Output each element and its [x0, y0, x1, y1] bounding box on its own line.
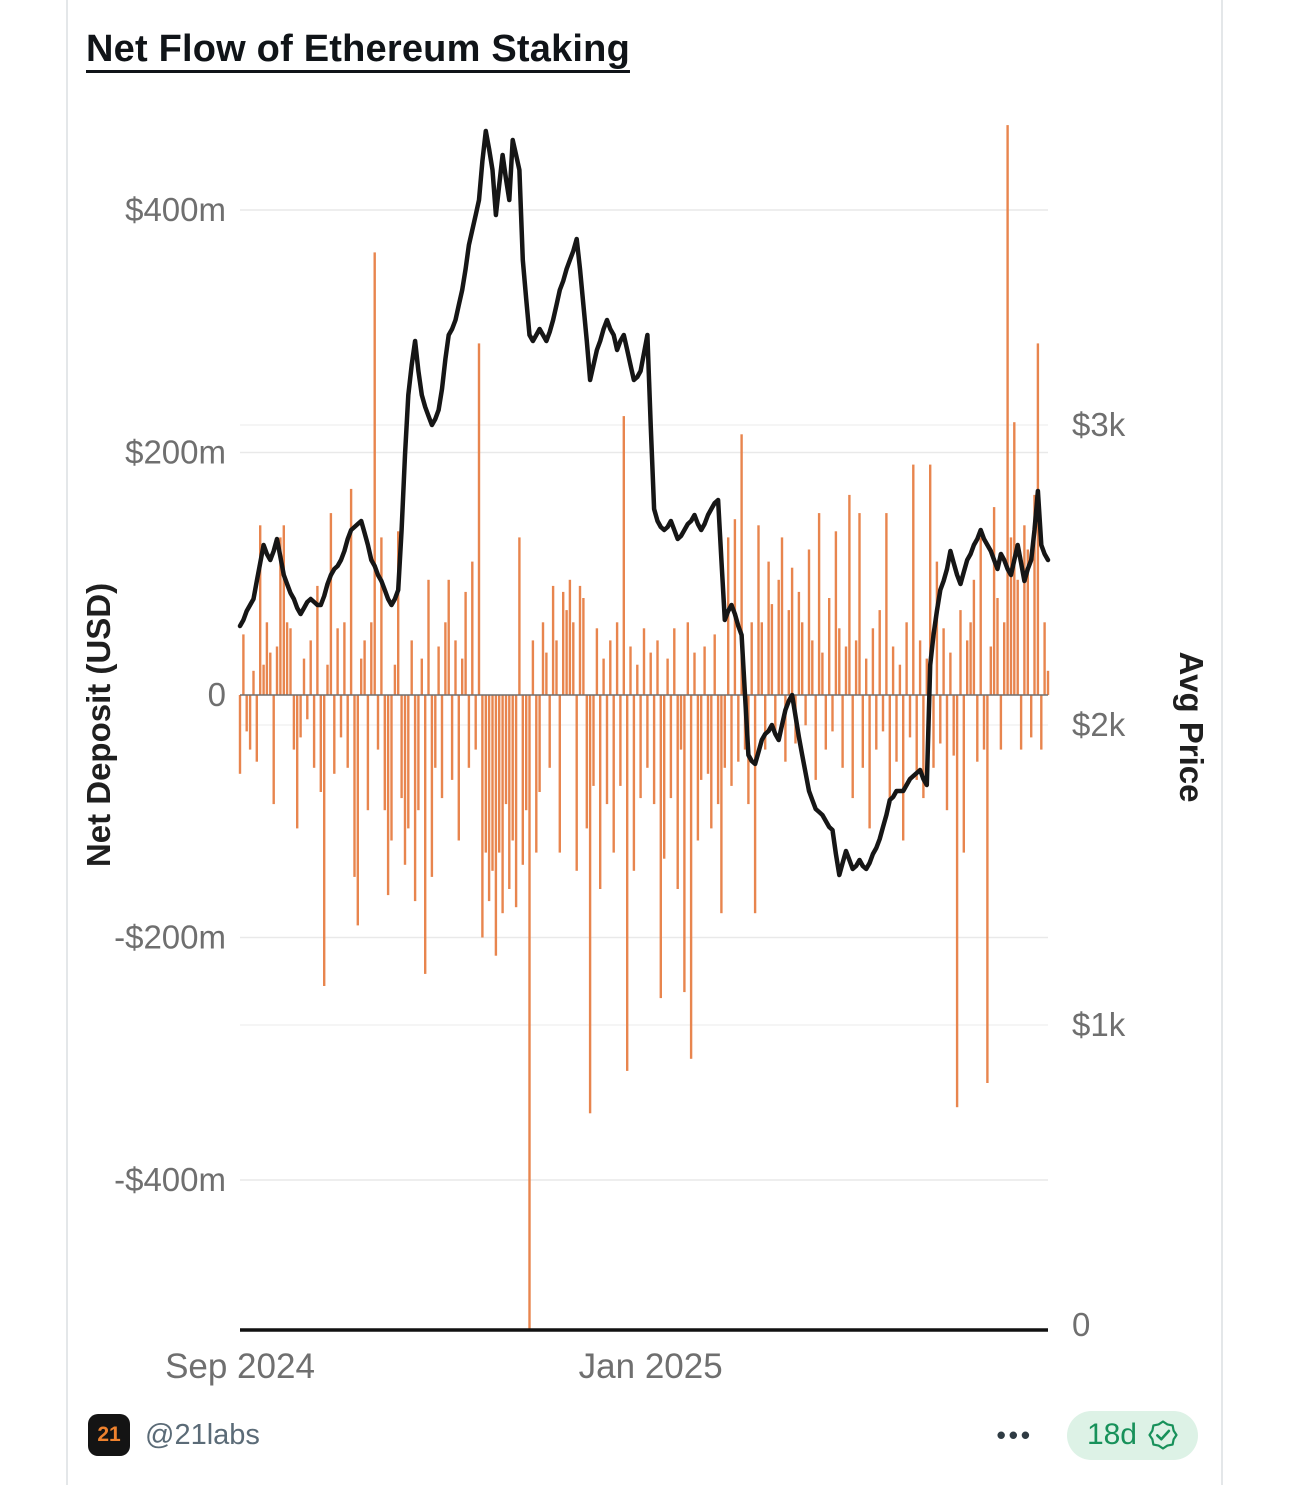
avg-price-line: [237, 128, 1051, 878]
card-border-left: [66, 0, 68, 1485]
age-badge[interactable]: 18d: [1066, 1410, 1198, 1460]
net-deposit-bars: [238, 125, 1050, 1330]
footer-right: ••• 18d: [996, 1410, 1198, 1460]
author[interactable]: 21 @21labs: [88, 1414, 260, 1456]
left-tick-label: -$400m: [114, 1161, 226, 1198]
right-tick-label: 0: [1072, 1306, 1090, 1343]
21labs-logo-icon[interactable]: 21: [88, 1414, 130, 1456]
more-menu-icon[interactable]: •••: [996, 1419, 1033, 1450]
right-axis-title: Avg Price: [1173, 651, 1210, 802]
left-tick-label: -$200m: [114, 919, 226, 956]
left-axis-title: Net Deposit (USD): [80, 583, 117, 867]
author-handle[interactable]: @21labs: [145, 1418, 260, 1451]
chart-title: Net Flow of Ethereum Staking: [86, 28, 630, 70]
x-tick-label: Jan 2025: [579, 1347, 723, 1386]
verified-seal-icon: [1148, 1419, 1178, 1450]
left-tick-label: 0: [208, 676, 226, 713]
left-tick-label: $200m: [125, 434, 226, 471]
left-tick-label: $400m: [125, 191, 226, 228]
staking-chart: $400m $200m 0 -$200m -$400m $3k $2k $1k 0 Sep 202…: [80, 125, 1210, 1386]
right-tick-label: $1k: [1072, 1006, 1126, 1043]
card-border-right: [1221, 0, 1223, 1485]
x-tick-label: Sep 2024: [165, 1347, 315, 1386]
right-tick-label: $3k: [1072, 406, 1126, 443]
post-footer: 21 @21labs ••• 18d: [0, 1407, 1290, 1463]
age-text: 18d: [1086, 1417, 1137, 1451]
right-tick-label: $2k: [1072, 706, 1126, 743]
